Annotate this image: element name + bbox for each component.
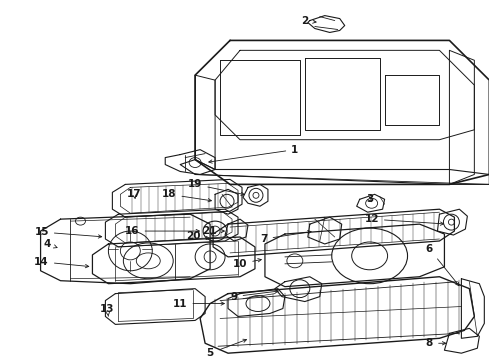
Text: 5: 5 [206,339,246,358]
Text: 8: 8 [426,338,446,348]
Text: 15: 15 [34,227,102,238]
Text: 14: 14 [34,257,89,268]
Text: 19: 19 [188,179,245,195]
Text: 21: 21 [202,226,224,236]
Text: 10: 10 [233,258,261,269]
Text: 4: 4 [44,239,57,249]
Text: 20: 20 [186,231,209,241]
Text: 18: 18 [162,189,211,202]
Text: 12: 12 [365,214,444,225]
Text: 1: 1 [209,145,298,163]
Text: 2: 2 [301,15,316,26]
Text: 16: 16 [125,226,199,236]
Text: 13: 13 [100,303,115,316]
Text: 9: 9 [230,290,278,302]
Text: 6: 6 [426,244,459,286]
Text: 11: 11 [173,298,224,309]
Text: 17: 17 [127,189,142,199]
Text: 7: 7 [260,230,311,244]
Text: 3: 3 [366,194,373,204]
